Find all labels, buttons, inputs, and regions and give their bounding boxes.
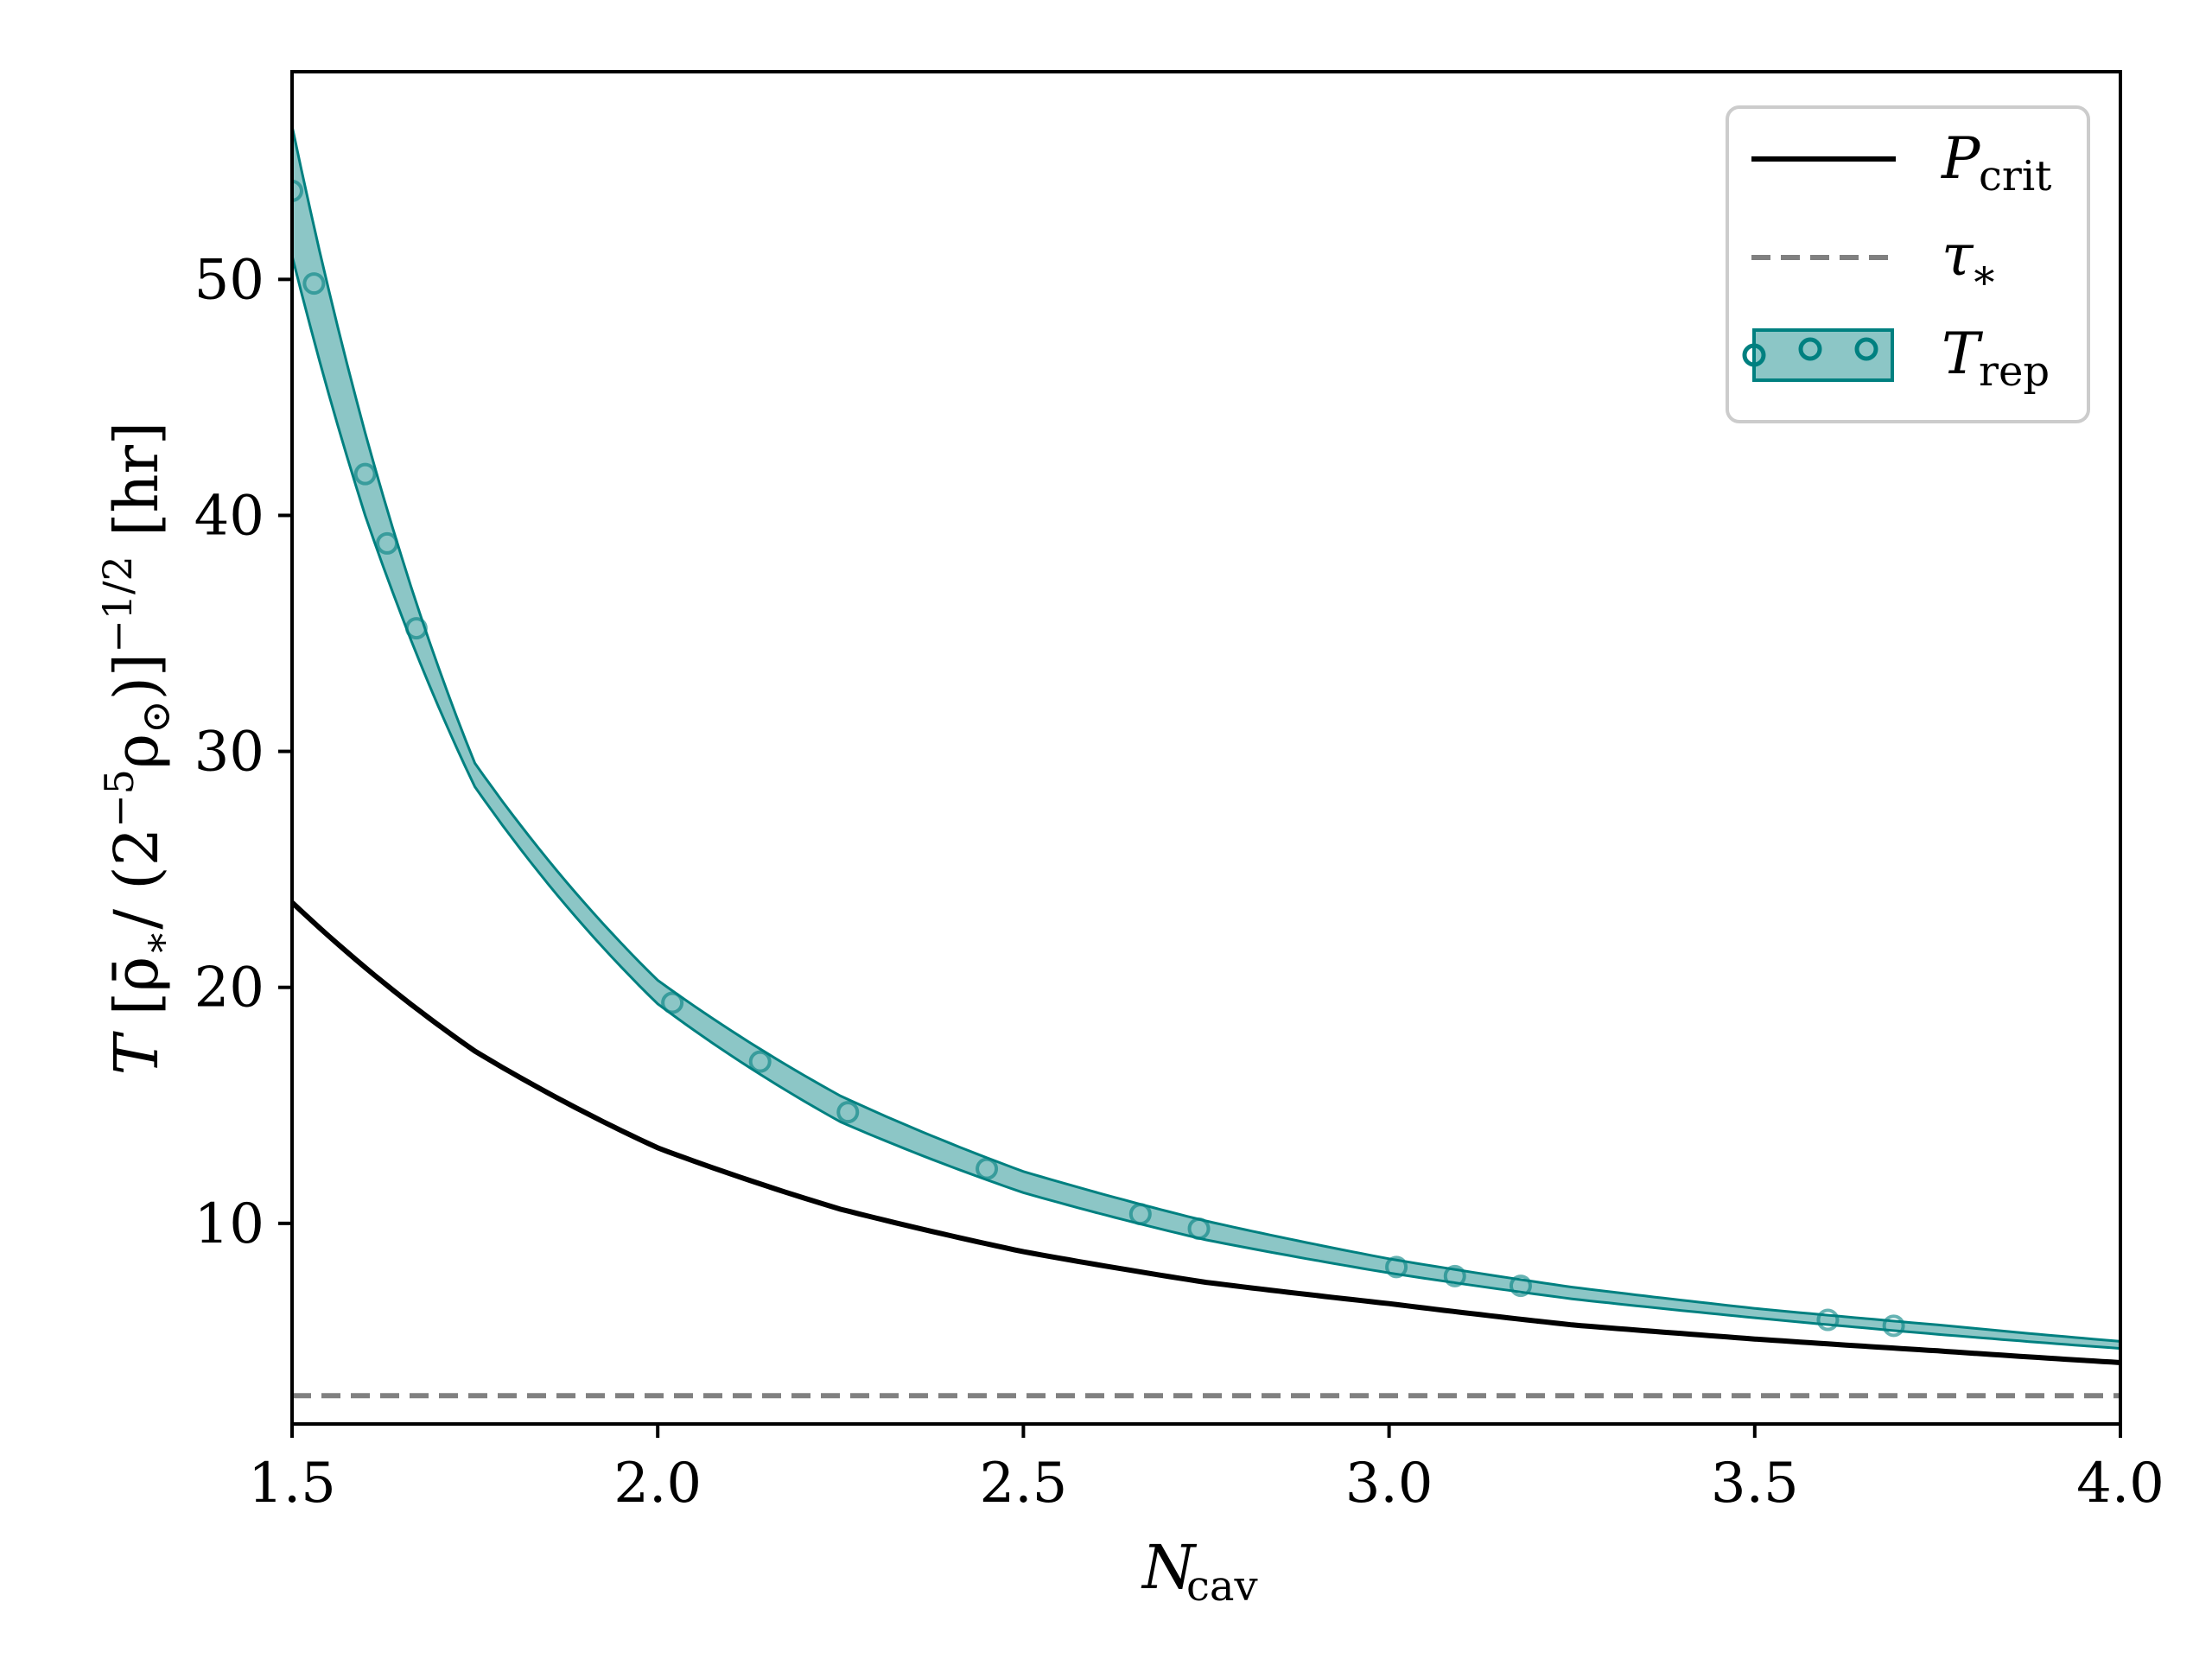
y-axis-label: T [ρ̄∗/ (2−5ρ⊙)]−1/2 [hr] <box>94 422 179 1076</box>
svg-text:P: P <box>1941 125 1981 192</box>
t-rep-band <box>292 125 2120 1351</box>
band-marker-5 <box>661 991 684 1014</box>
y-tick-label-3: 40 <box>194 484 264 548</box>
band-marker-0 <box>292 179 303 202</box>
legend-tau-label: τ ∗ <box>1942 222 1999 299</box>
y-axis: 10 20 30 40 50 <box>194 248 292 1256</box>
svg-text:N: N <box>1141 1532 1198 1603</box>
band-marker-10 <box>1187 1217 1211 1240</box>
svg-text:rep: rep <box>1979 347 2050 396</box>
svg-text:crit: crit <box>1979 152 2051 200</box>
svg-text:τ: τ <box>1942 222 1974 289</box>
band-marker-12 <box>1443 1264 1466 1287</box>
x-tick-label-3: 3.0 <box>1345 1452 1433 1516</box>
band-marker-6 <box>748 1050 772 1073</box>
band-marker-4 <box>404 617 428 640</box>
band-marker-14 <box>1816 1308 1840 1332</box>
band-marker-13 <box>1509 1274 1532 1298</box>
band-marker-7 <box>836 1101 860 1124</box>
t-rep-markers <box>292 179 1905 1338</box>
band-marker-2 <box>353 462 377 486</box>
x-tick-label-1: 2.0 <box>613 1452 702 1516</box>
band-marker-8 <box>976 1157 999 1180</box>
svg-text:∗: ∗ <box>1970 251 1999 299</box>
band-marker-15 <box>1882 1314 1905 1338</box>
legend-t-rep-swatch <box>1742 328 1894 382</box>
x-tick-label-4: 3.5 <box>1711 1452 1799 1516</box>
x-tick-label-0: 1.5 <box>248 1452 336 1516</box>
y-tick-label-0: 10 <box>194 1192 264 1256</box>
band-marker-3 <box>376 531 399 555</box>
svg-text:T: T <box>1942 321 1984 387</box>
svg-text:T [ρ̄∗/ (2−5ρ⊙)]−1/2 [hr]: T [ρ̄∗/ (2−5ρ⊙)]−1/2 [hr] <box>94 422 179 1076</box>
legend-t-rep-label: T rep <box>1942 321 2050 396</box>
x-tick-label-5: 4.0 <box>2076 1452 2164 1516</box>
y-tick-label-2: 30 <box>194 721 264 785</box>
x-tick-label-2: 2.5 <box>980 1452 1068 1516</box>
y-tick-label-1: 20 <box>194 957 264 1020</box>
p-crit-line <box>292 900 2120 1365</box>
svg-text:cav: cav <box>1186 1562 1258 1611</box>
legend: P crit τ ∗ T rep <box>1726 105 2090 423</box>
plot-area <box>292 125 2120 1399</box>
x-axis: 1.5 2.0 2.5 3.0 3.5 4.0 <box>248 1424 2164 1516</box>
legend-p-crit-label: P crit <box>1941 125 2051 200</box>
plot-frame <box>290 70 2122 1426</box>
band-marker-1 <box>302 272 326 296</box>
band-marker-9 <box>1128 1203 1152 1226</box>
x-axis-label: N cav <box>1141 1532 1258 1611</box>
band-marker-11 <box>1385 1255 1408 1279</box>
y-tick-label-4: 50 <box>194 248 264 312</box>
